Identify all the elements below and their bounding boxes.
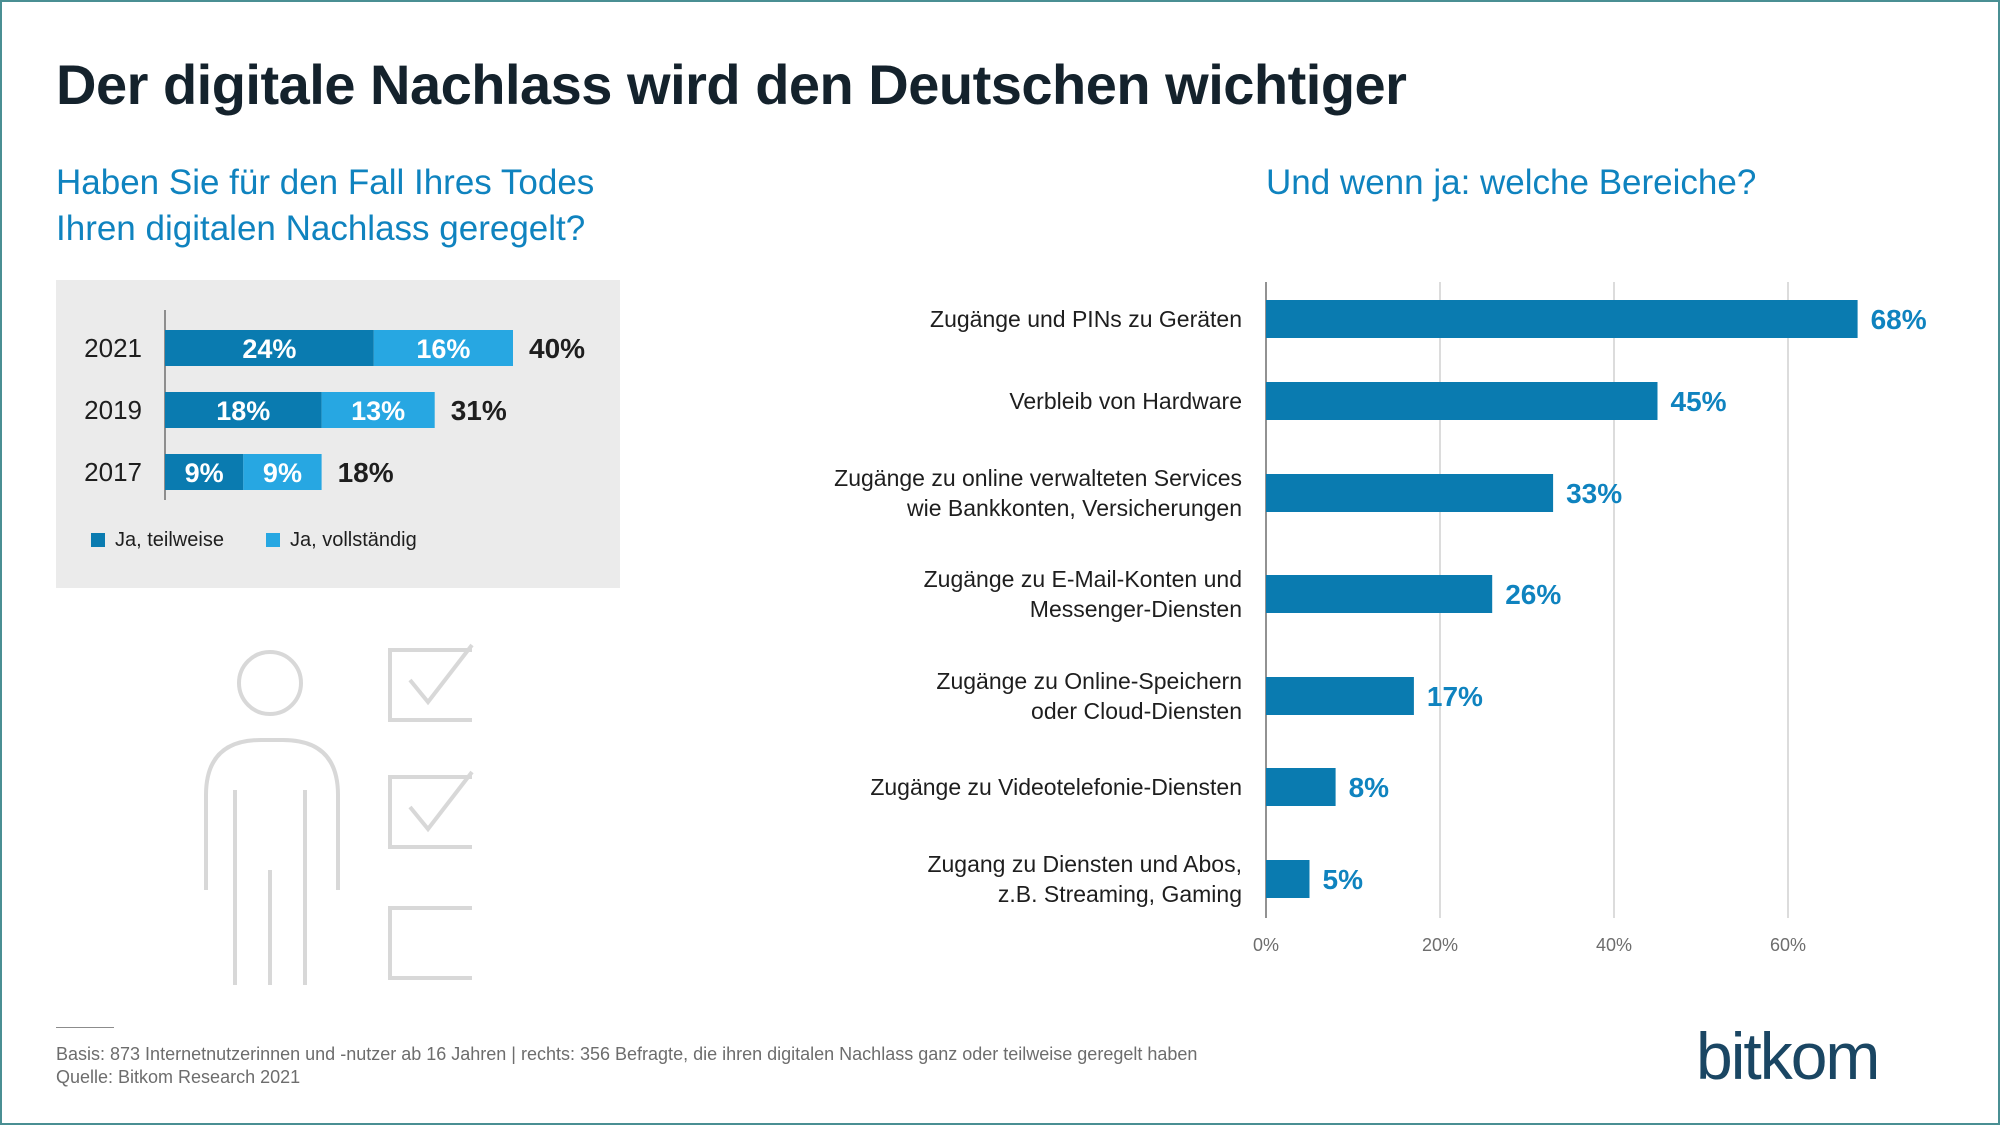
segment-label: 16%	[416, 334, 470, 364]
bar	[1266, 575, 1493, 613]
x-tick-label: 60%	[1770, 935, 1806, 955]
legend-swatch-full	[266, 533, 280, 547]
bar	[1266, 382, 1658, 420]
total-label: 18%	[338, 457, 394, 488]
legend-label-partial: Ja, teilweise	[115, 529, 224, 551]
segment-label: 9%	[263, 458, 302, 488]
bar	[1266, 474, 1554, 512]
left-subtitle: Haben Sie für den Fall Ihres Todes Ihren…	[56, 160, 594, 252]
category-label: z.B. Streaming, Gaming	[998, 881, 1242, 907]
footer-divider	[56, 1027, 114, 1028]
stacked-bar-segment	[165, 330, 374, 366]
year-label: 2017	[84, 457, 142, 487]
left-subtitle-line-1: Haben Sie für den Fall Ihres Todes	[56, 163, 595, 202]
page-title: Der digitale Nachlass wird den Deutschen…	[56, 53, 1407, 116]
stacked-bar-segment	[321, 392, 435, 428]
right-subtitle: Und wenn ja: welche Bereiche?	[1266, 163, 1757, 202]
stacked-bar-segment	[373, 330, 513, 366]
segment-label: 18%	[216, 396, 270, 426]
stacked-bar-segment	[165, 392, 322, 428]
bitkom-logo: bitkom	[1696, 1019, 1880, 1093]
bar	[1266, 300, 1858, 338]
category-label: wie Bankkonten, Versicherungen	[906, 495, 1242, 521]
total-label: 31%	[451, 395, 507, 426]
x-tick-label: 40%	[1596, 935, 1632, 955]
legend-label-full: Ja, vollständig	[290, 529, 417, 551]
x-tick-label: 20%	[1422, 935, 1458, 955]
bar-value-label: 5%	[1323, 864, 1364, 895]
person-checklist-icon	[204, 643, 474, 985]
segment-label: 13%	[351, 396, 405, 426]
segment-label: 24%	[242, 334, 296, 364]
bar	[1266, 860, 1310, 898]
stacked-bar-segment	[243, 454, 322, 490]
left-subtitle-line-2: Ihren digitalen Nachlass geregelt?	[56, 209, 586, 248]
bar-value-label: 8%	[1349, 772, 1390, 803]
right-bar-chart: 0% 20% 40% 60% 68% Zugänge und PINs zu Geräte…	[834, 282, 1927, 955]
year-label: 2021	[84, 333, 142, 363]
bar-value-label: 17%	[1427, 681, 1483, 712]
category-label: Verbleib von Hardware	[1009, 388, 1242, 414]
left-stacked-chart: 2021 24% 16% 40% 2019 18% 13% 31% 2017 9% 9% 18% Ja,…	[84, 310, 585, 551]
footer-basis: Basis: 873 Internetnutzerinnen und -nutz…	[56, 1044, 1198, 1064]
category-label: oder Cloud-Diensten	[1031, 698, 1242, 724]
category-label: Messenger-Diensten	[1030, 596, 1242, 622]
bar-value-label: 33%	[1566, 478, 1622, 509]
category-label: Zugänge zu online verwalteten Services	[834, 465, 1242, 491]
segment-label: 9%	[185, 458, 224, 488]
category-label: Zugänge zu Videotelefonie-Diensten	[870, 774, 1242, 800]
bar	[1266, 768, 1336, 806]
bar-value-label: 26%	[1505, 579, 1561, 610]
year-label: 2019	[84, 395, 142, 425]
category-label: Zugang zu Diensten und Abos,	[927, 851, 1242, 877]
category-label: Zugänge zu Online-Speichern	[936, 668, 1242, 694]
stacked-bar-segment	[165, 454, 244, 490]
footer-source: Quelle: Bitkom Research 2021	[56, 1067, 301, 1087]
bar	[1266, 677, 1414, 715]
x-tick-label: 0%	[1253, 935, 1279, 955]
bar-value-label: 45%	[1671, 386, 1727, 417]
category-label: Zugänge und PINs zu Geräten	[930, 306, 1242, 332]
bar-value-label: 68%	[1871, 304, 1927, 335]
total-label: 40%	[529, 333, 585, 364]
legend-swatch-partial	[91, 533, 105, 547]
category-label: Zugänge zu E-Mail-Konten und	[924, 566, 1242, 592]
